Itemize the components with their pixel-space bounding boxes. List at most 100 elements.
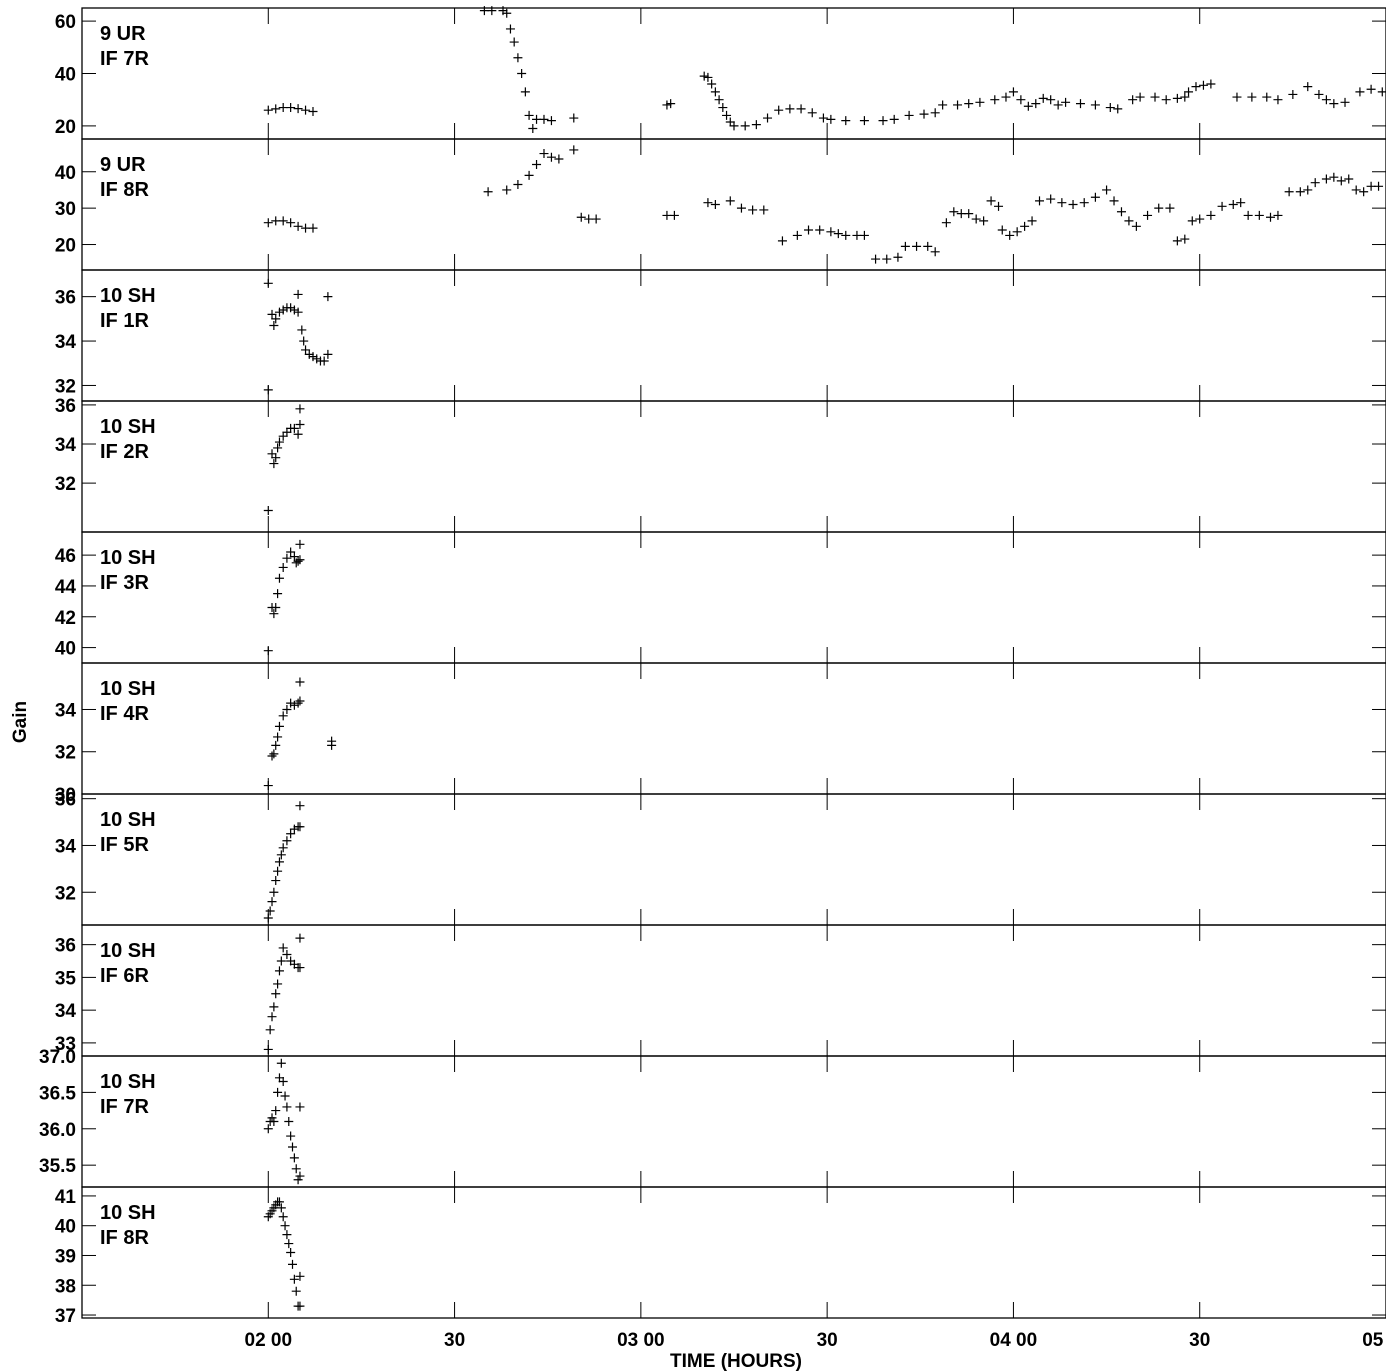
data-point (267, 309, 277, 319)
data-point (286, 547, 296, 557)
data-point (539, 114, 549, 124)
data-point (282, 949, 292, 959)
data-point (293, 104, 303, 114)
data-point (833, 229, 843, 239)
data-point (274, 721, 284, 731)
data-point (971, 214, 981, 224)
data-point (286, 218, 296, 228)
data-point (509, 37, 519, 47)
data-point (487, 6, 497, 16)
x-tick-label: 05 00 (1362, 1330, 1386, 1351)
data-point (986, 196, 996, 206)
x-tick-label: 02 00 (245, 1330, 293, 1351)
data-point (265, 906, 275, 916)
data-point (871, 254, 881, 264)
data-point (859, 230, 869, 240)
data-point (1031, 99, 1041, 109)
data-point (1366, 84, 1376, 94)
data-point (785, 104, 795, 114)
y-tick-label: 41 (55, 1187, 77, 1208)
data-point (725, 117, 735, 127)
data-point (282, 553, 292, 563)
data-point (1206, 210, 1216, 220)
data-point (1154, 203, 1164, 213)
data-point (297, 325, 307, 335)
data-point (274, 437, 284, 447)
data-point (826, 114, 836, 124)
data-point (263, 505, 273, 515)
y-tick-label: 37.0 (39, 1047, 76, 1068)
panel-if-label: IF 1R (100, 310, 149, 332)
data-point (1075, 99, 1085, 109)
data-point (267, 1012, 277, 1022)
data-point (1023, 101, 1033, 111)
data-point (274, 573, 284, 583)
data-point (1355, 87, 1365, 97)
data-point (282, 427, 292, 437)
data-point (295, 1102, 305, 1112)
data-point (576, 212, 586, 222)
data-point (792, 230, 802, 240)
data-point (826, 227, 836, 237)
x-tick-label: 04 00 (990, 1330, 1038, 1351)
data-point (882, 254, 892, 264)
data-point (291, 1164, 301, 1174)
panel-station-label: 10 SH (100, 1202, 156, 1224)
data-point (1336, 176, 1346, 186)
data-point (271, 603, 281, 613)
data-point (703, 72, 713, 82)
data-point (278, 562, 288, 572)
panel-frame (81, 138, 1386, 271)
data-point (1321, 95, 1331, 105)
data-point (729, 121, 739, 131)
data-point (1135, 92, 1145, 102)
data-point (263, 1044, 273, 1054)
data-point (1284, 187, 1294, 197)
data-point (502, 8, 512, 18)
data-point (546, 152, 556, 162)
data-point (323, 349, 333, 359)
data-point (278, 1076, 288, 1086)
data-point (269, 321, 279, 331)
data-point (289, 700, 299, 710)
data-point (994, 201, 1004, 211)
data-point (777, 236, 787, 246)
data-point (930, 108, 940, 118)
data-point (263, 781, 273, 791)
panel-station-label: 9 UR (100, 23, 146, 45)
panel-if-label: IF 2R (100, 441, 149, 463)
data-point (718, 103, 728, 113)
data-point (295, 539, 305, 549)
data-point (912, 241, 922, 251)
data-point (524, 110, 534, 120)
data-point (1150, 92, 1160, 102)
data-point (513, 179, 523, 189)
data-point (1329, 172, 1339, 182)
data-point (1124, 216, 1134, 226)
data-point (295, 801, 305, 811)
data-point (293, 429, 303, 439)
y-tick-label: 34 (55, 435, 77, 456)
data-point (1351, 185, 1361, 195)
data-point (286, 1131, 296, 1141)
data-point (763, 113, 773, 123)
data-point (295, 404, 305, 414)
data-point (524, 170, 534, 180)
data-point (666, 99, 676, 109)
y-tick-label: 36 (55, 396, 76, 417)
data-point (975, 97, 985, 107)
data-point (1191, 82, 1201, 92)
data-point (1109, 196, 1119, 206)
data-point (289, 1274, 299, 1284)
data-point (278, 431, 288, 441)
data-point (308, 352, 318, 362)
data-point (714, 95, 724, 105)
panel-station-label: 10 SH (100, 940, 156, 962)
data-point (1012, 227, 1022, 237)
y-tick-label: 40 (55, 65, 76, 86)
data-point (1016, 95, 1026, 105)
data-point (293, 698, 303, 708)
data-point (900, 241, 910, 251)
data-point (904, 110, 914, 120)
data-point (1206, 79, 1216, 89)
